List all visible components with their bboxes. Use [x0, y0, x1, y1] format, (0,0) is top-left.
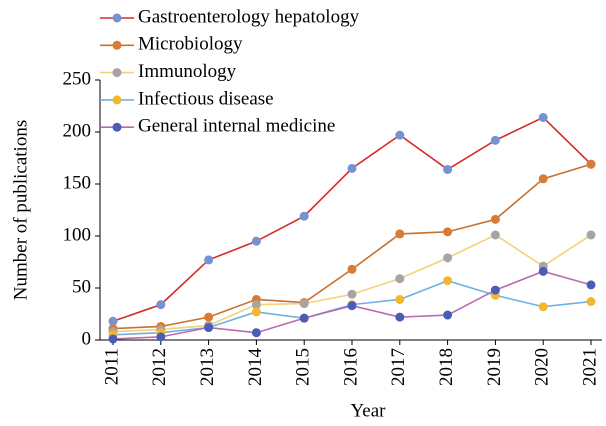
- y-tick-label: 50: [72, 276, 91, 297]
- point: [251, 307, 261, 317]
- x-axis-label: Year: [350, 400, 386, 421]
- legend-marker: [112, 95, 122, 105]
- x-tick-label: 2011: [101, 348, 122, 385]
- point: [251, 236, 261, 246]
- point: [395, 274, 405, 284]
- point: [347, 163, 357, 173]
- point: [538, 302, 548, 312]
- legend-marker: [112, 13, 122, 23]
- legend-label: Infectious disease: [138, 88, 274, 109]
- point: [395, 130, 405, 140]
- point: [538, 266, 548, 276]
- point: [490, 285, 500, 295]
- y-tick-label: 100: [63, 224, 92, 245]
- x-tick-label: 2020: [532, 348, 553, 386]
- legend-marker: [112, 40, 122, 50]
- x-tick-label: 2017: [388, 348, 409, 386]
- x-tick-label: 2016: [340, 348, 361, 386]
- x-tick-label: 2013: [197, 348, 218, 386]
- legend-marker: [112, 122, 122, 132]
- point: [347, 289, 357, 299]
- x-tick-label: 2021: [579, 348, 600, 386]
- legend-label: Gastroenterology hepatology: [138, 6, 360, 27]
- point: [299, 211, 309, 221]
- point: [299, 299, 309, 309]
- y-tick-label: 250: [63, 68, 92, 89]
- x-tick-label: 2012: [149, 348, 170, 386]
- point: [443, 227, 453, 237]
- y-tick-label: 0: [82, 328, 92, 349]
- point: [490, 230, 500, 240]
- point: [538, 174, 548, 184]
- point: [586, 159, 596, 169]
- y-tick-label: 150: [63, 172, 92, 193]
- point: [156, 332, 166, 342]
- legend-label: Immunology: [138, 61, 237, 82]
- point: [586, 230, 596, 240]
- point: [108, 316, 118, 326]
- point: [443, 164, 453, 174]
- legend-label: General internal medicine: [138, 116, 335, 137]
- point: [490, 135, 500, 145]
- point: [299, 313, 309, 323]
- x-tick-label: 2015: [293, 348, 314, 386]
- point: [347, 264, 357, 274]
- x-tick-label: 2019: [484, 348, 505, 386]
- y-axis-label: Number of publications: [10, 120, 31, 300]
- legend-marker: [112, 68, 122, 78]
- point: [204, 255, 214, 265]
- point: [538, 112, 548, 122]
- point: [395, 312, 405, 322]
- legend-label: Microbiology: [138, 34, 243, 55]
- x-tick-label: 2018: [436, 348, 457, 386]
- point: [156, 300, 166, 310]
- point: [204, 323, 214, 333]
- point: [204, 312, 214, 322]
- point: [586, 280, 596, 290]
- point: [395, 229, 405, 239]
- point: [443, 310, 453, 320]
- point: [395, 294, 405, 304]
- point: [443, 253, 453, 263]
- point: [251, 300, 261, 310]
- point: [490, 214, 500, 224]
- point: [586, 297, 596, 307]
- x-tick-label: 2014: [245, 348, 266, 387]
- y-tick-label: 200: [63, 120, 92, 141]
- point: [108, 334, 118, 344]
- point: [251, 328, 261, 338]
- point: [443, 276, 453, 286]
- point: [347, 301, 357, 311]
